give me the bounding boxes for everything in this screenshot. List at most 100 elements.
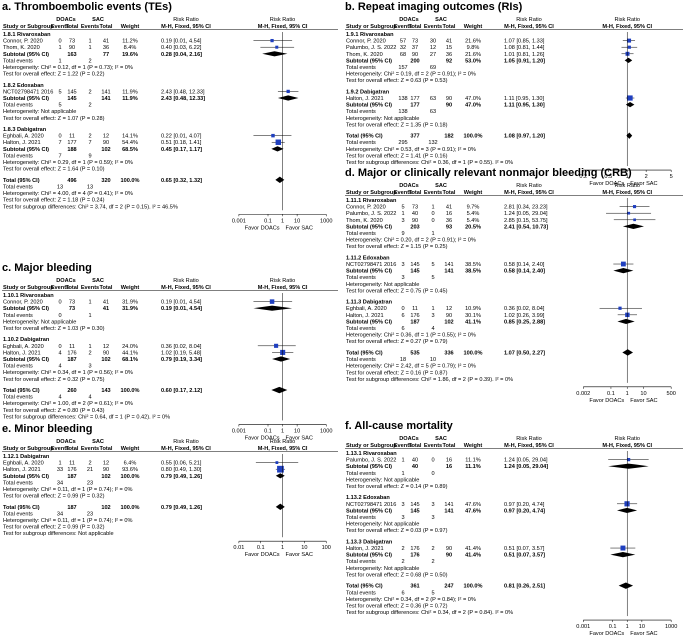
events-sac: 3 (431, 313, 434, 319)
total-doacs: 176 (67, 467, 76, 473)
text-label: Test for subgroup differences: Chi² = 3.… (3, 204, 178, 210)
events-sac: 63 (430, 96, 436, 102)
events-sac: 9 (88, 153, 91, 159)
subtotal-label: Subtotal (95% CI) (3, 306, 49, 312)
events-dOACs: 0 (58, 344, 61, 350)
risk-ratio-ci: 1.08 [0.81, 1.44] (504, 45, 545, 51)
panel-title: c. Major bleeding (2, 262, 92, 274)
total-doacs: 40 (412, 464, 418, 470)
text-label: Test for overall effect: Z = 1.18 (P = 0… (3, 198, 105, 204)
study-label: Thom, K. 2020 (3, 45, 40, 51)
header-rr-method-plot: M-H, Fixed, 95% CI (258, 24, 308, 30)
total-doacs: 90 (69, 45, 75, 51)
subtotal-label: Subtotal (95% CI) (346, 553, 392, 559)
risk-ratio-ci: 0.79 [0.49, 1.26] (161, 505, 202, 511)
events-dOACs: 0 (401, 306, 404, 312)
header-group2: SAC (435, 17, 447, 23)
events-sac: 0 (431, 458, 434, 464)
subtotal-label: Subtotal (95% CI) (346, 224, 392, 230)
total-doacs: 187 (410, 319, 419, 325)
study-label: Palumbo, J. S. 2022 (346, 45, 396, 51)
weight-value: 11.9% (122, 89, 137, 95)
total-doacs: 73 (69, 306, 75, 312)
header-weight: Weight (121, 285, 140, 291)
events-sac: 5 (431, 275, 434, 281)
risk-ratio-ci: 1.07 [0.85, 1.33] (504, 39, 545, 45)
header-rr-method-plot: M-H, Fixed, 95% CI (602, 443, 652, 449)
events-sac: 1 (88, 344, 91, 350)
panel-title: a. Thromboembolic events (TEs) (2, 1, 172, 13)
total-doacs: 145 (410, 269, 419, 275)
events-sac: 0 (431, 471, 434, 477)
total-sac: 36 (446, 218, 452, 224)
summary-diamond (610, 552, 636, 558)
text-label: Test for overall effect: Z = 1.64 (P = 0… (3, 167, 105, 173)
header-rr-title: Risk Ratio (516, 436, 542, 442)
text-label: Total events (346, 109, 376, 115)
risk-ratio-ci: 1.11 [0.95, 1.30] (504, 103, 545, 109)
risk-ratio-ci: 1.01 [0.81, 1.26] (504, 52, 545, 58)
x-tick-label: 0.1 (609, 624, 617, 630)
weight-value: 9.8% (467, 45, 480, 51)
total-label: Total (95% CI) (346, 584, 383, 590)
total-sac: 90 (103, 350, 109, 356)
header-rr-method-plot: M-H, Fixed, 95% CI (258, 285, 308, 291)
point-estimate-square (626, 457, 631, 462)
events-sac: 5 (431, 262, 434, 268)
text-label: Heterogeneity: Chi² = 0.11, df = 1 (P = … (3, 487, 132, 493)
events-dOACs: 6 (401, 590, 404, 596)
text-label: Heterogeneity: Chi² = 2.42, df = 5 (P = … (346, 364, 476, 370)
text-label: Heterogeneity: Chi² = 0.53, df = 3 (P = … (346, 147, 476, 153)
weight-value: 41.4% (465, 553, 481, 559)
summary-diamond (275, 176, 285, 184)
risk-ratio-ci: 0.97 [0.20, 4.74] (504, 502, 545, 508)
text-label: Test for overall effect: Z = 0.03 (P = 0… (346, 528, 448, 534)
subtotal-label: Subtotal (95% CI) (3, 52, 49, 58)
study-label: Connor, P. 2020 (3, 39, 43, 45)
total-sac: 41 (103, 300, 109, 306)
subtotal-label: Subtotal (95% CI) (346, 58, 392, 64)
study-label: Halton, J. 2021 (3, 140, 41, 146)
events-sac: 2 (88, 461, 91, 467)
weight-value: 38.5% (465, 262, 481, 268)
text-label: Heterogeneity: Chi² = 0.34, df = 1 (P = … (3, 370, 133, 376)
subtotal-label: Subtotal (95% CI) (3, 357, 49, 363)
x-tick-label: 0.2 (579, 174, 587, 180)
events-sac: 3 (431, 502, 434, 508)
study-label: Palumbo, J. S. 2022 (346, 211, 396, 217)
events-dOACs: 1 (401, 211, 404, 217)
header-weight: Weight (464, 24, 483, 30)
risk-ratio-ci: 0.65 [0.32, 1.32] (161, 178, 202, 184)
header-rr-method-plot: M-H, Fixed, 95% CI (602, 24, 652, 30)
summary-diamond (271, 146, 284, 152)
total-doacs: 260 (67, 388, 76, 394)
study-label: Halton, J. 2021 (3, 350, 41, 356)
summary-diamond (625, 102, 635, 108)
point-estimate-square (275, 139, 282, 145)
header-rr-method: M-H, Fixed, 95% CI (504, 24, 554, 30)
header-total1: Total (409, 190, 422, 196)
header-total1: Total (66, 24, 79, 30)
summary-diamond (275, 473, 285, 479)
text-label: Heterogeneity: Chi² = 4.00, df = 4 (P = … (3, 191, 133, 197)
risk-ratio-ci: 0.19 [0.01, 4.54] (161, 300, 202, 306)
total-doacs: 176 (410, 546, 419, 552)
text-label: Test for overall effect: Z = 1.03 (P = 0… (3, 326, 105, 332)
weight-value: 19.6% (122, 52, 138, 58)
x-tick-label: 10 (294, 428, 300, 434)
point-estimate-square (620, 261, 626, 267)
text-label: Heterogeneity: Not applicable (346, 522, 419, 528)
total-doacs: 177 (410, 103, 419, 109)
header-group2: SAC (92, 278, 104, 284)
total-sac: 41 (446, 205, 452, 211)
risk-ratio-ci: 2.41 [0.54, 10.73] (504, 224, 548, 230)
x-tick-label: 0.002 (576, 391, 590, 397)
events-sac: 2 (88, 350, 91, 356)
subtotal-label: Subtotal (95% CI) (346, 319, 392, 325)
x-tick-label: 10 (640, 391, 646, 397)
events-dOACs: 1 (58, 461, 61, 467)
x-tick-label: 1 (281, 218, 284, 224)
point-estimate-square (275, 461, 279, 464)
header-events1: Events (394, 190, 412, 196)
text-label: Test for subgroup differences: Chi² = 0.… (3, 414, 170, 420)
